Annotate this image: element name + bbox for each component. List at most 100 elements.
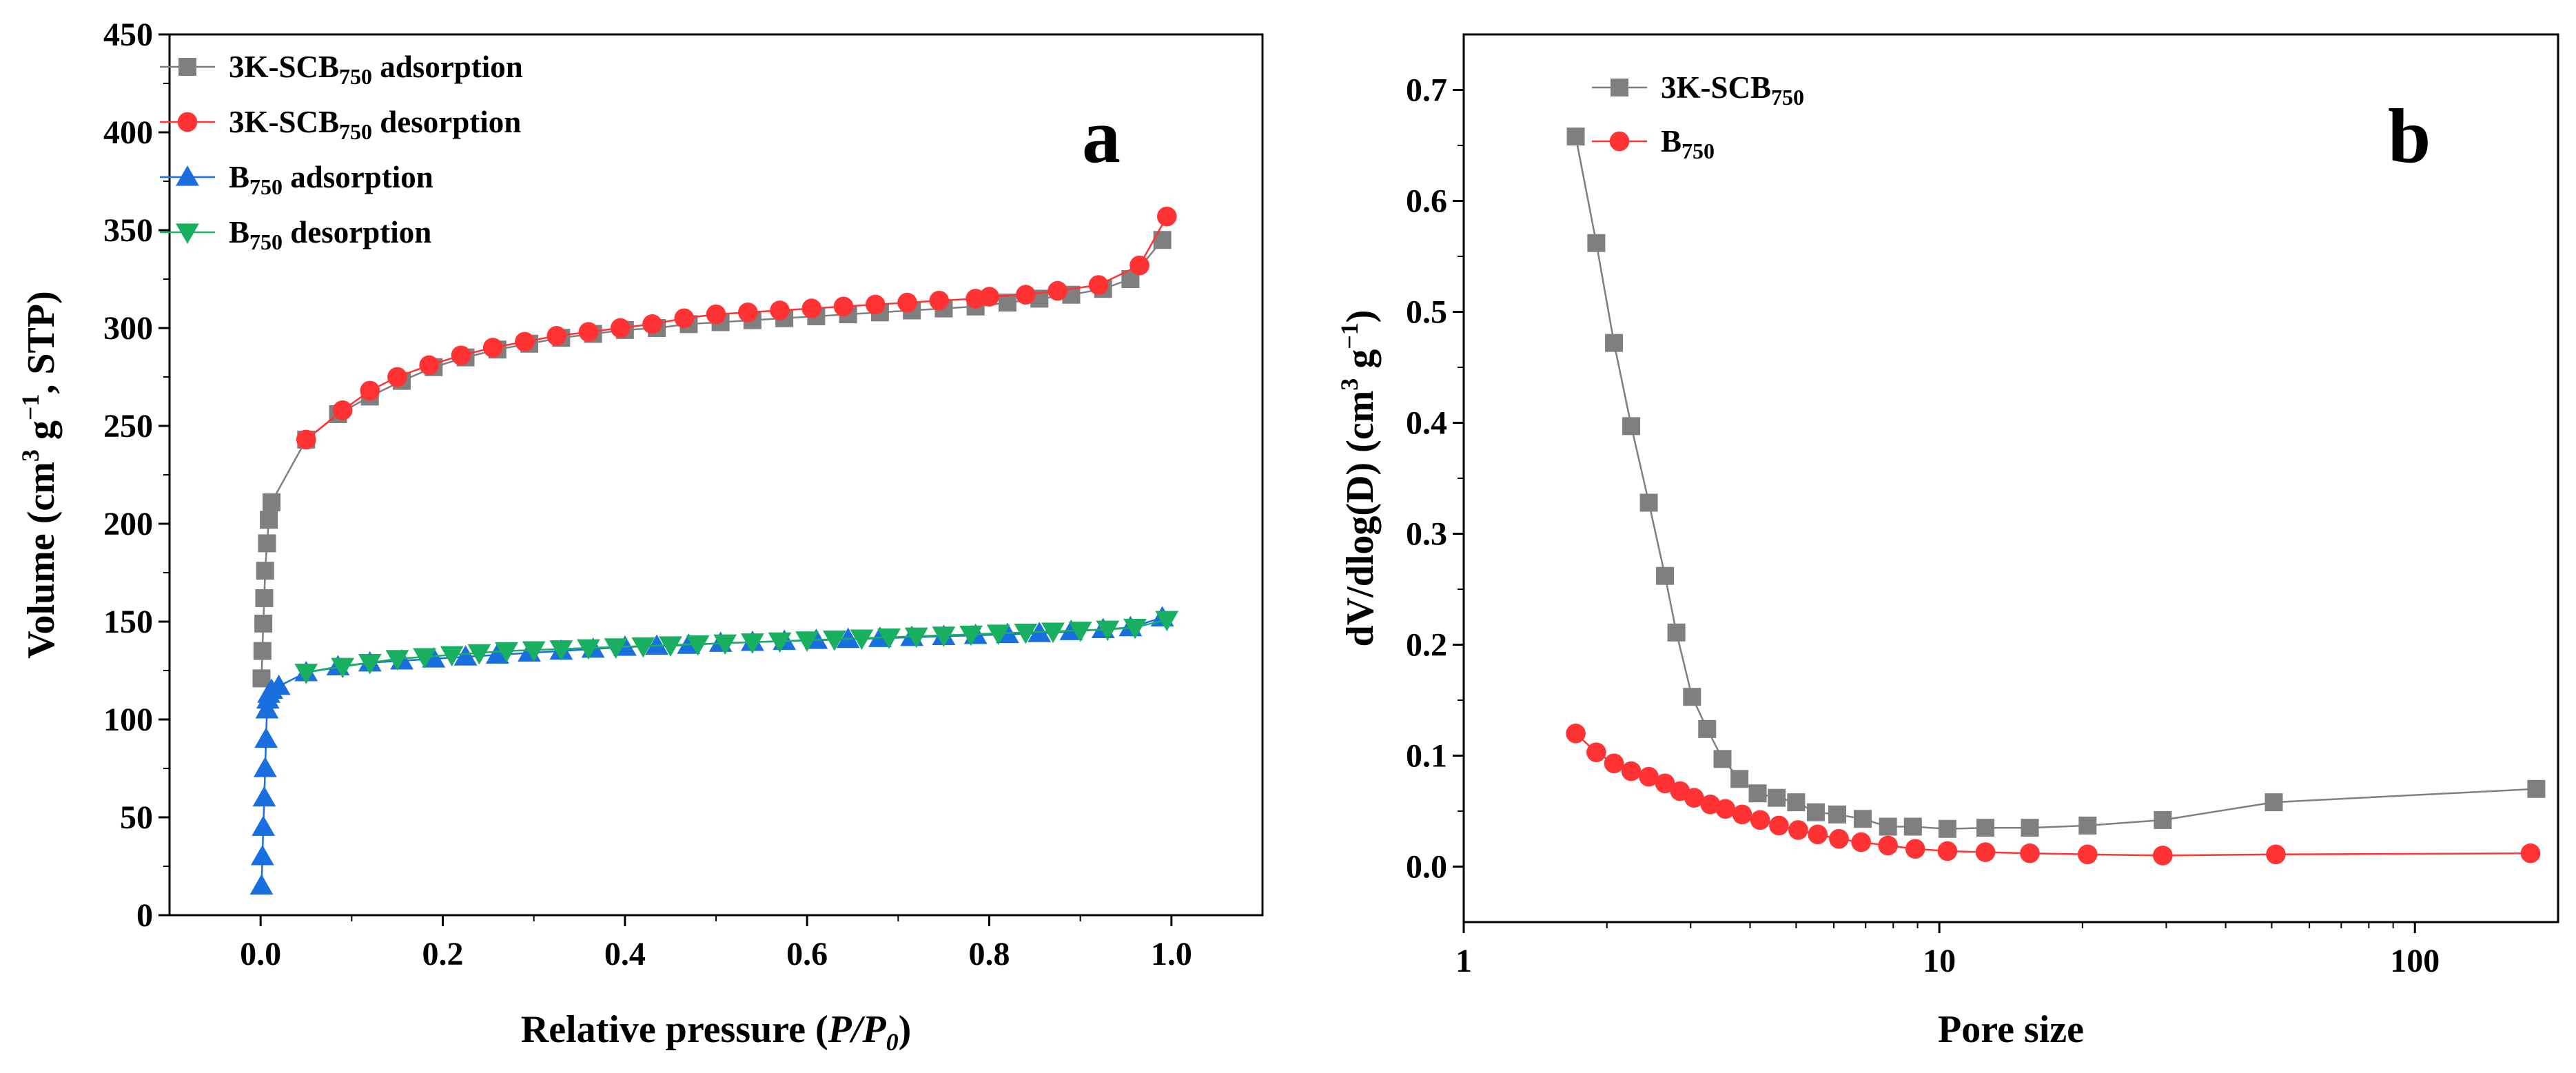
data-point (1088, 275, 1109, 295)
legend-marker (176, 165, 199, 186)
x-tick-label: 0.8 (969, 936, 1010, 972)
data-point (522, 641, 546, 662)
data-point (549, 640, 573, 661)
data-point (1730, 770, 1749, 788)
y-tick-label: 200 (103, 506, 153, 542)
data-point (515, 331, 535, 352)
series-1 (296, 206, 1177, 450)
data-point (631, 637, 655, 658)
legend-marker (176, 223, 199, 244)
data-point (260, 511, 278, 529)
data-point (1903, 817, 1922, 836)
data-point (385, 650, 409, 671)
x-axis-title: Pore size (1938, 1008, 2084, 1051)
legend-entry: B750 desorption (160, 215, 431, 254)
data-point (258, 534, 276, 553)
data-point (770, 300, 790, 320)
data-point (897, 292, 917, 313)
panel-a-isotherm-chart: 0.0 0.2 0.4 0.6 0.8 1.0 0 50 100 150 200 250 300 350 4… (17, 17, 1264, 1056)
data-point (1639, 766, 1659, 787)
data-point (1155, 611, 1179, 632)
x-tick-label: 0.6 (786, 936, 828, 972)
legend-entry: 3K-SCB750 adsorption (160, 50, 523, 89)
data-point (467, 644, 491, 665)
data-point (1683, 688, 1701, 706)
data-point (1587, 234, 1606, 252)
y-tick-label: 0.5 (1406, 294, 1447, 331)
data-point (642, 314, 662, 334)
data-point (865, 294, 886, 315)
data-point (645, 634, 668, 655)
data-point (1698, 719, 1717, 738)
data-point (1750, 810, 1770, 830)
data-point (768, 632, 792, 653)
x-tick-label: 0.2 (422, 936, 464, 972)
data-point (1639, 493, 1658, 512)
data-point (1937, 841, 1958, 861)
data-point (1129, 255, 1149, 276)
panel-b-pore-distribution-chart: 1 10 100 0.0 0.1 0.2 0.3 0.4 0.5 0.6 0.7 Pore size d… (1336, 33, 2559, 1051)
data-point (2021, 819, 2039, 837)
y-tick-label: 350 (103, 212, 153, 249)
legend-marker (1611, 79, 1628, 96)
data-point (253, 757, 277, 777)
data-point (1604, 753, 1624, 774)
data-point (253, 642, 272, 660)
data-point (250, 844, 274, 866)
y-tick-label: 0.1 (1406, 738, 1447, 775)
data-point (2266, 844, 2286, 865)
data-point (604, 638, 628, 659)
legend-label: 3K-SCB750 (1661, 70, 1804, 110)
y-tick-label: 100 (103, 702, 153, 738)
data-point (2077, 844, 2098, 865)
data-point (1014, 623, 1038, 644)
data-point (801, 298, 822, 318)
legend-entry: 3K-SCB750 (1592, 70, 1804, 110)
data-point (2265, 793, 2283, 812)
legend-label: B750 (1661, 124, 1715, 163)
data-point (331, 657, 355, 679)
data-point (360, 380, 380, 401)
data-point (578, 322, 599, 342)
series-0 (1566, 127, 2546, 838)
y-tick-label: 0.4 (1406, 405, 1447, 442)
data-point (1068, 622, 1092, 642)
data-point (836, 627, 860, 648)
data-point (577, 639, 600, 660)
data-point (1879, 817, 1897, 836)
data-point (740, 633, 764, 654)
data-point (252, 815, 276, 836)
data-point (1621, 761, 1642, 781)
data-point (2020, 843, 2040, 863)
x-axis-title: Relative pressure (P/P0) (521, 1008, 911, 1056)
data-point (440, 646, 464, 667)
data-point (932, 626, 956, 647)
data-point (358, 653, 382, 675)
data-point (255, 589, 274, 607)
data-point (713, 634, 737, 655)
data-point (254, 614, 273, 633)
y-axis-title: Volume (cm3 g−1, STP) (17, 291, 63, 659)
series-line (305, 216, 1168, 440)
data-point (1047, 280, 1067, 301)
data-point (2527, 779, 2546, 798)
data-point (833, 296, 854, 317)
data-point (1788, 820, 1808, 840)
data-point (1787, 793, 1806, 812)
data-point (252, 786, 276, 807)
y-tick-label: 0 (136, 897, 153, 934)
data-point (610, 318, 631, 338)
data-point (2154, 810, 2172, 829)
x-tick-label: 10 (1923, 943, 1956, 979)
data-point (959, 625, 983, 646)
data-point (1878, 835, 1898, 856)
data-point (686, 635, 710, 656)
legend-marker (178, 58, 196, 76)
data-point (1667, 623, 1686, 642)
data-point (254, 727, 278, 748)
data-point (2078, 816, 2097, 835)
data-point (413, 648, 436, 669)
data-point (1656, 566, 1675, 585)
data-point (1905, 839, 1925, 859)
